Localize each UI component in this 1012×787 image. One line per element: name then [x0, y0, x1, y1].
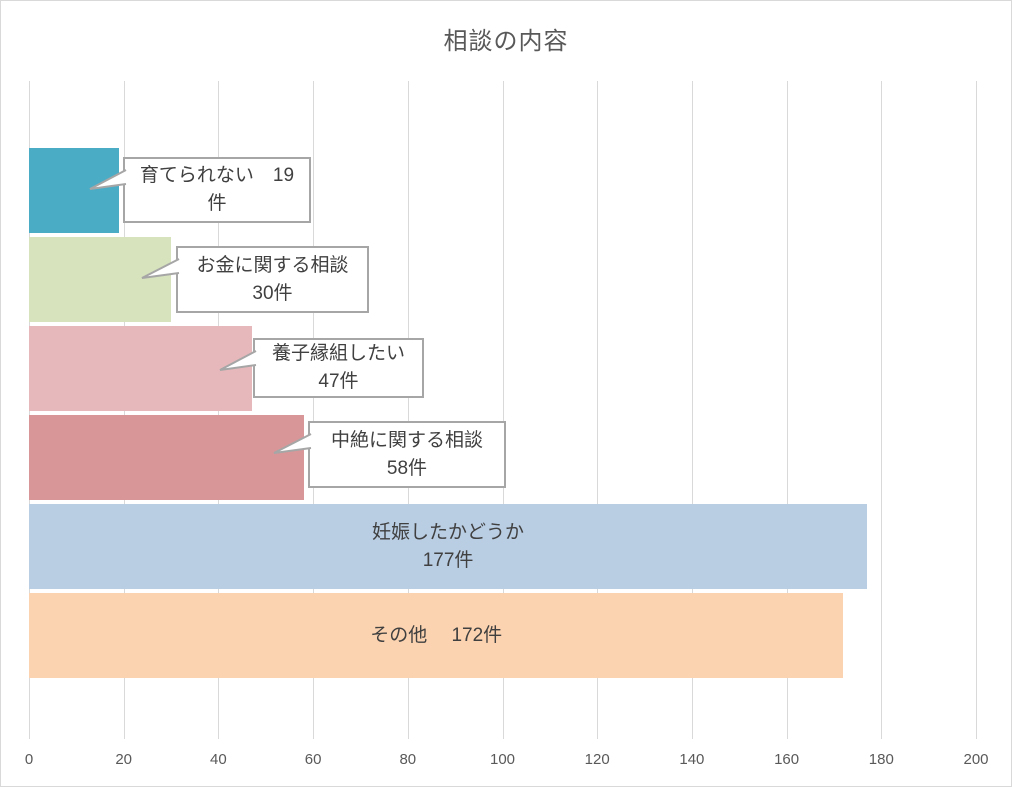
data-label-line: 件	[207, 193, 227, 214]
x-tick-label: 140	[679, 751, 705, 768]
x-tick-label: 40	[210, 751, 227, 768]
callout-pointer-icon	[273, 433, 312, 454]
x-tick-label: 20	[115, 751, 133, 768]
data-label-line: 177件	[422, 549, 474, 571]
gridline	[976, 81, 977, 739]
data-label-line: 育てられない 19	[139, 165, 295, 186]
data-label-line: 47件	[318, 371, 359, 392]
data-label-callout: 育てられない 19 件	[123, 157, 311, 223]
gridline	[502, 81, 504, 739]
data-label: その他 172件	[29, 622, 843, 650]
bar-4	[29, 415, 304, 500]
data-label-callout: お金に関する相談 30件	[176, 246, 369, 313]
chart-title: 相談の内容	[443, 28, 569, 55]
gridline	[407, 81, 409, 739]
x-tick-label: 80	[399, 751, 417, 768]
data-label-callout: 養子縁組したい 47件	[253, 338, 424, 398]
data-label-line: 中絶に関する相談	[330, 429, 483, 451]
data-label: 妊娠したかどうか 177件	[29, 519, 867, 575]
gridline	[691, 81, 693, 739]
bar-5: 妊娠したかどうか 177件	[29, 504, 868, 589]
x-tick-label: 120	[584, 751, 610, 768]
data-label-callout: 中絶に関する相談 58件	[308, 421, 506, 488]
bar-6: その他 172件	[29, 593, 844, 678]
callout-pointer-icon	[89, 169, 127, 190]
bar-3	[29, 326, 252, 411]
bar-1	[29, 148, 119, 233]
callout-pointer-icon	[219, 350, 257, 371]
plot-area: 妊娠したかどうか 177件その他 172件 育てられない 19 件お金に関する相談 30…	[29, 81, 977, 739]
x-tick-label: 0	[24, 751, 34, 768]
x-tick-label: 180	[868, 751, 894, 768]
data-label-line: 30件	[252, 282, 293, 304]
data-label-line: 妊娠したかどうか	[372, 521, 525, 543]
x-tick-label: 160	[774, 751, 800, 768]
data-label-line: お金に関する相談	[196, 254, 349, 276]
data-label-line: 58件	[386, 457, 428, 479]
data-label-line: その他 172件	[370, 624, 503, 646]
data-label-line: 養子縁組したい	[271, 343, 405, 364]
gridline	[597, 81, 599, 739]
x-tick-label: 100	[489, 751, 516, 768]
x-tick-label: 200	[963, 751, 989, 768]
gridline	[786, 81, 788, 739]
gridline	[313, 81, 315, 739]
gridline	[881, 81, 883, 739]
callout-pointer-icon	[141, 258, 180, 279]
x-tick-label: 60	[304, 751, 322, 768]
bar-2	[29, 237, 172, 322]
